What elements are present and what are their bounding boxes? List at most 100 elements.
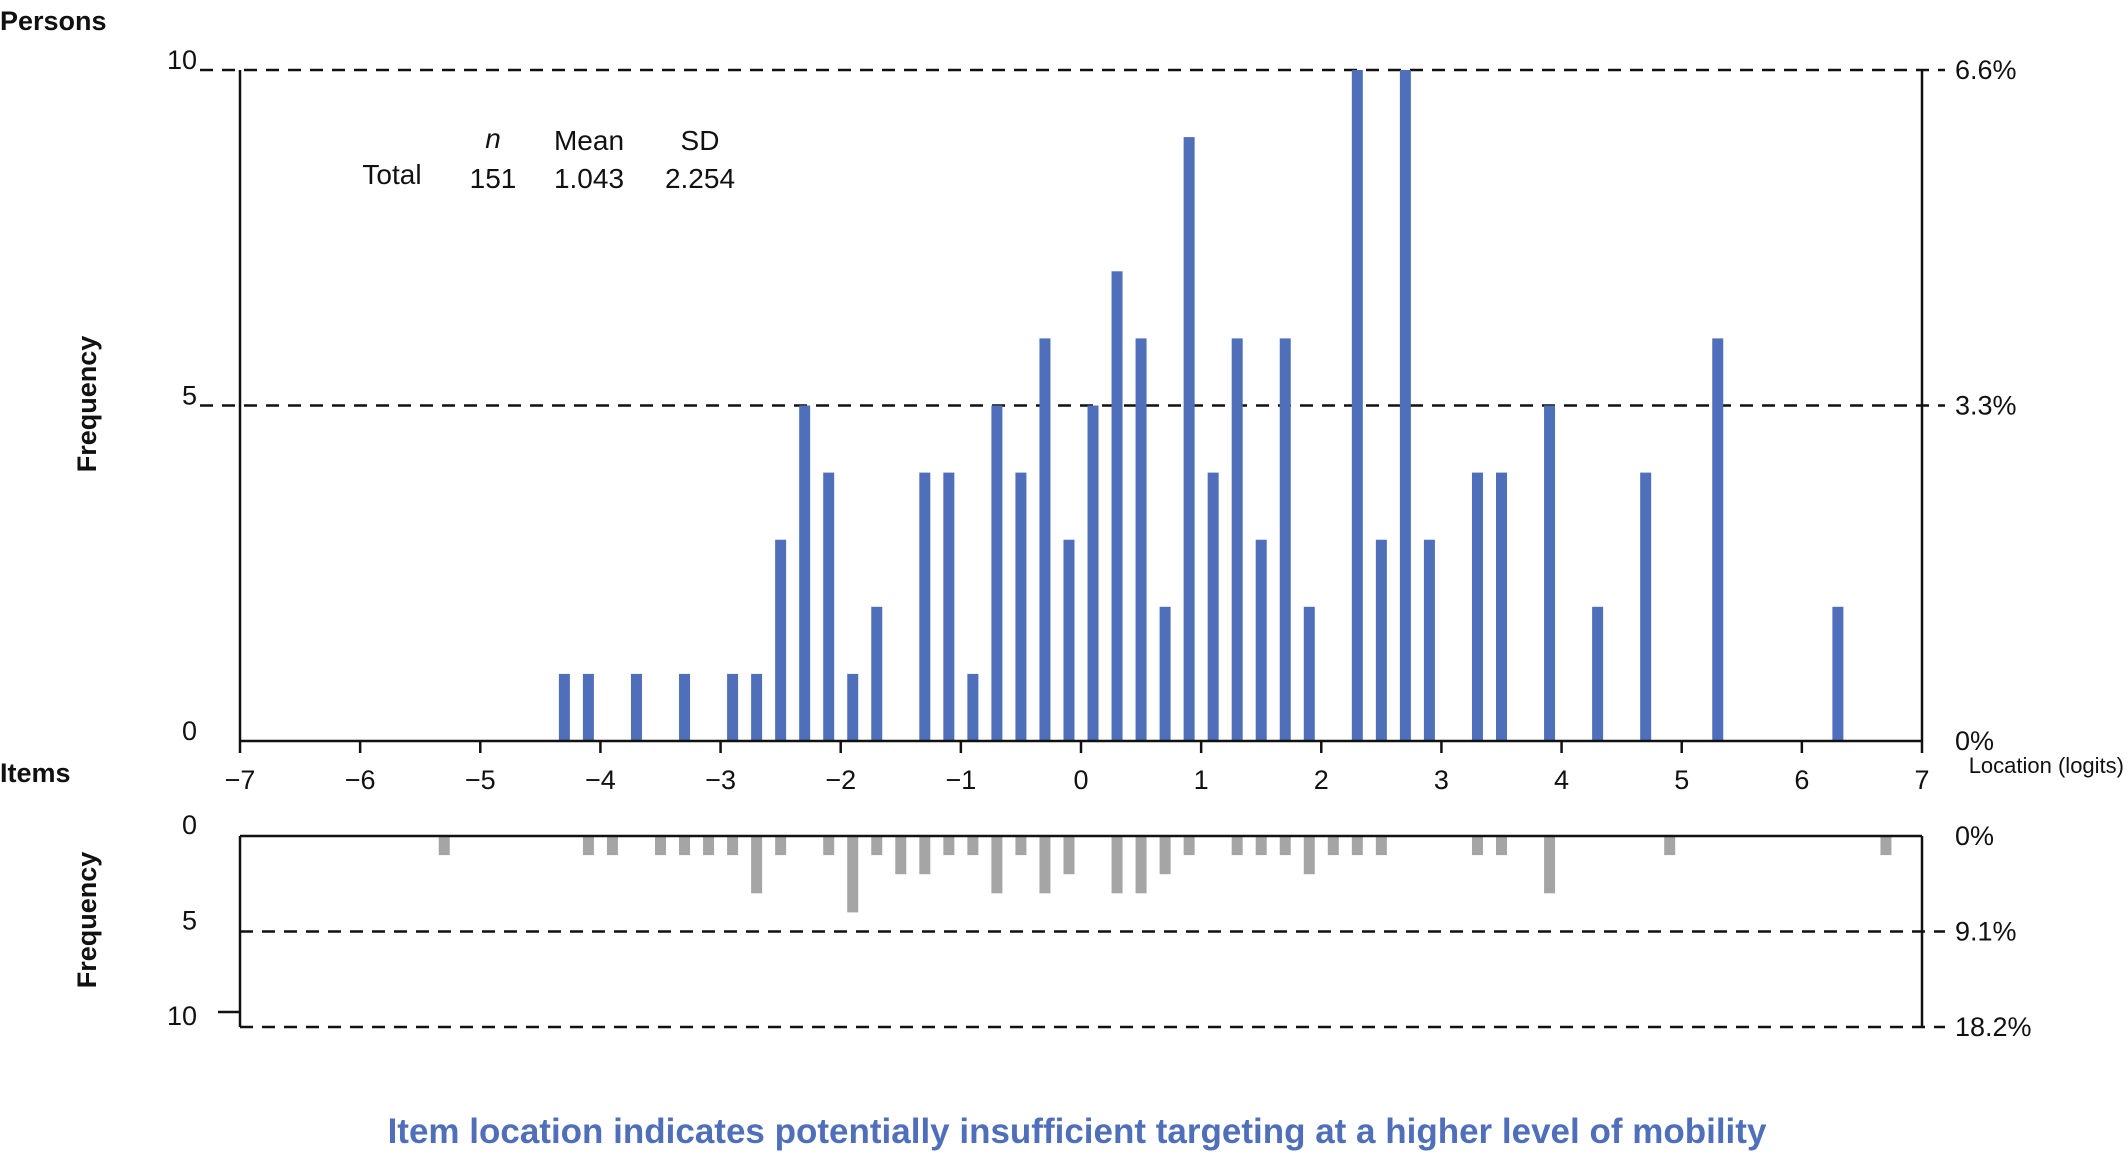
persons-bar bbox=[679, 673, 691, 741]
persons-bar bbox=[799, 405, 811, 741]
chart-caption: Item location indicates potentially insu… bbox=[388, 1112, 1767, 1151]
x-tick-label: 0 bbox=[1073, 765, 1088, 795]
persons-right-tick-label: 3.3% bbox=[1955, 391, 2017, 421]
items-bar bbox=[1183, 836, 1195, 856]
persons-y-tick-label: 5 bbox=[182, 381, 197, 411]
persons-gridlines bbox=[200, 68, 1945, 407]
items-bar bbox=[679, 836, 691, 856]
persons-bar bbox=[943, 472, 955, 741]
persons-bar bbox=[1375, 539, 1387, 741]
persons-y-tick-label: 10 bbox=[167, 45, 197, 75]
items-y-tick-label: 10 bbox=[167, 1001, 197, 1031]
persons-bar bbox=[582, 673, 594, 741]
x-axis-label: Location (logits) bbox=[1969, 753, 2124, 778]
stats-row-label: Total bbox=[362, 159, 421, 190]
x-tick-label: 3 bbox=[1434, 765, 1449, 795]
items-bar bbox=[1111, 836, 1123, 894]
stats-header-mean: Mean bbox=[554, 125, 624, 156]
x-tick-label: −7 bbox=[225, 765, 256, 795]
persons-bar bbox=[1111, 271, 1123, 741]
persons-bar bbox=[1712, 338, 1724, 741]
items-bar bbox=[847, 836, 859, 913]
items-bar bbox=[775, 836, 787, 856]
items-bar bbox=[967, 836, 979, 856]
items-bar bbox=[1159, 836, 1171, 875]
items-bar bbox=[606, 836, 618, 856]
items-bar bbox=[582, 836, 594, 856]
items-right-tick-label: 0% bbox=[1955, 821, 1994, 851]
x-tick-label: −4 bbox=[585, 765, 616, 795]
x-tick-label: 1 bbox=[1194, 765, 1209, 795]
items-bar bbox=[1880, 836, 1892, 856]
persons-y-ticks: 0 0% 5 3.3% 10 6.6% bbox=[167, 45, 2017, 756]
items-y-tick-label: 5 bbox=[182, 906, 197, 936]
persons-bar bbox=[1039, 338, 1051, 741]
persons-bar bbox=[558, 673, 570, 741]
x-tick-label: −3 bbox=[705, 765, 736, 795]
items-right-tick-label: 9.1% bbox=[1955, 917, 2017, 947]
persons-bar bbox=[1279, 338, 1291, 741]
items-bar bbox=[1255, 836, 1267, 856]
items-bar bbox=[1231, 836, 1243, 856]
x-tick-label: −1 bbox=[945, 765, 976, 795]
x-tick-label: −2 bbox=[825, 765, 856, 795]
persons-y-tick-label: 0 bbox=[182, 716, 197, 746]
persons-bar bbox=[1087, 405, 1099, 741]
items-bar bbox=[1327, 836, 1339, 856]
items-gridlines bbox=[240, 930, 1945, 1029]
persons-bar bbox=[727, 673, 739, 741]
stats-value-n: 151 bbox=[470, 163, 517, 194]
items-bar bbox=[871, 836, 883, 856]
items-bar bbox=[943, 836, 955, 856]
items-y-axis-label: Frequency bbox=[72, 852, 102, 989]
items-bar bbox=[751, 836, 763, 894]
persons-bar bbox=[1592, 606, 1604, 741]
items-bar bbox=[823, 836, 835, 856]
stats-value-mean: 1.043 bbox=[554, 163, 624, 194]
items-bar bbox=[1303, 836, 1315, 875]
persons-bar bbox=[1159, 606, 1171, 741]
persons-bar bbox=[1231, 338, 1243, 741]
items-bar bbox=[727, 836, 739, 856]
items-bar bbox=[1039, 836, 1051, 894]
persons-bar bbox=[630, 673, 642, 741]
persons-bar bbox=[823, 472, 835, 741]
persons-right-tick-label: 0% bbox=[1955, 726, 1994, 756]
persons-bar bbox=[1183, 137, 1195, 742]
items-bar bbox=[655, 836, 666, 856]
persons-bar bbox=[1471, 472, 1483, 741]
persons-bar bbox=[1399, 70, 1411, 741]
items-bar bbox=[1544, 836, 1556, 894]
persons-bar bbox=[919, 472, 931, 741]
stats-header-n: n bbox=[485, 123, 501, 154]
persons-bar bbox=[1496, 472, 1507, 741]
stats-table: n Mean SD Total 151 1.043 2.254 bbox=[362, 123, 735, 194]
items-y-tick-label: 0 bbox=[182, 810, 197, 840]
persons-bar bbox=[751, 673, 763, 741]
items-bar bbox=[1375, 836, 1387, 856]
items-bar bbox=[1496, 836, 1507, 856]
items-bar bbox=[1135, 836, 1147, 894]
items-right-tick-label: 18.2% bbox=[1955, 1012, 2032, 1042]
stats-value-sd: 2.254 bbox=[665, 163, 735, 194]
x-tick-label: 6 bbox=[1794, 765, 1809, 795]
x-tick-label: 2 bbox=[1314, 765, 1329, 795]
items-bar bbox=[895, 836, 907, 875]
persons-bar bbox=[1351, 70, 1363, 741]
stats-header-sd: SD bbox=[681, 125, 720, 156]
persons-bar bbox=[1255, 539, 1267, 741]
x-tick-label: 4 bbox=[1554, 765, 1569, 795]
persons-bar bbox=[1207, 472, 1219, 741]
x-tick-label: −5 bbox=[465, 765, 496, 795]
persons-bars bbox=[558, 70, 1844, 742]
items-bar bbox=[1063, 836, 1075, 875]
persons-bar bbox=[1423, 539, 1435, 741]
persons-panel-title: Persons bbox=[0, 6, 107, 36]
persons-bar bbox=[991, 405, 1003, 741]
items-bar bbox=[1664, 836, 1676, 856]
persons-bar bbox=[1063, 539, 1075, 741]
items-bar bbox=[919, 836, 931, 875]
items-bar bbox=[1471, 836, 1483, 856]
items-bar bbox=[438, 836, 450, 856]
